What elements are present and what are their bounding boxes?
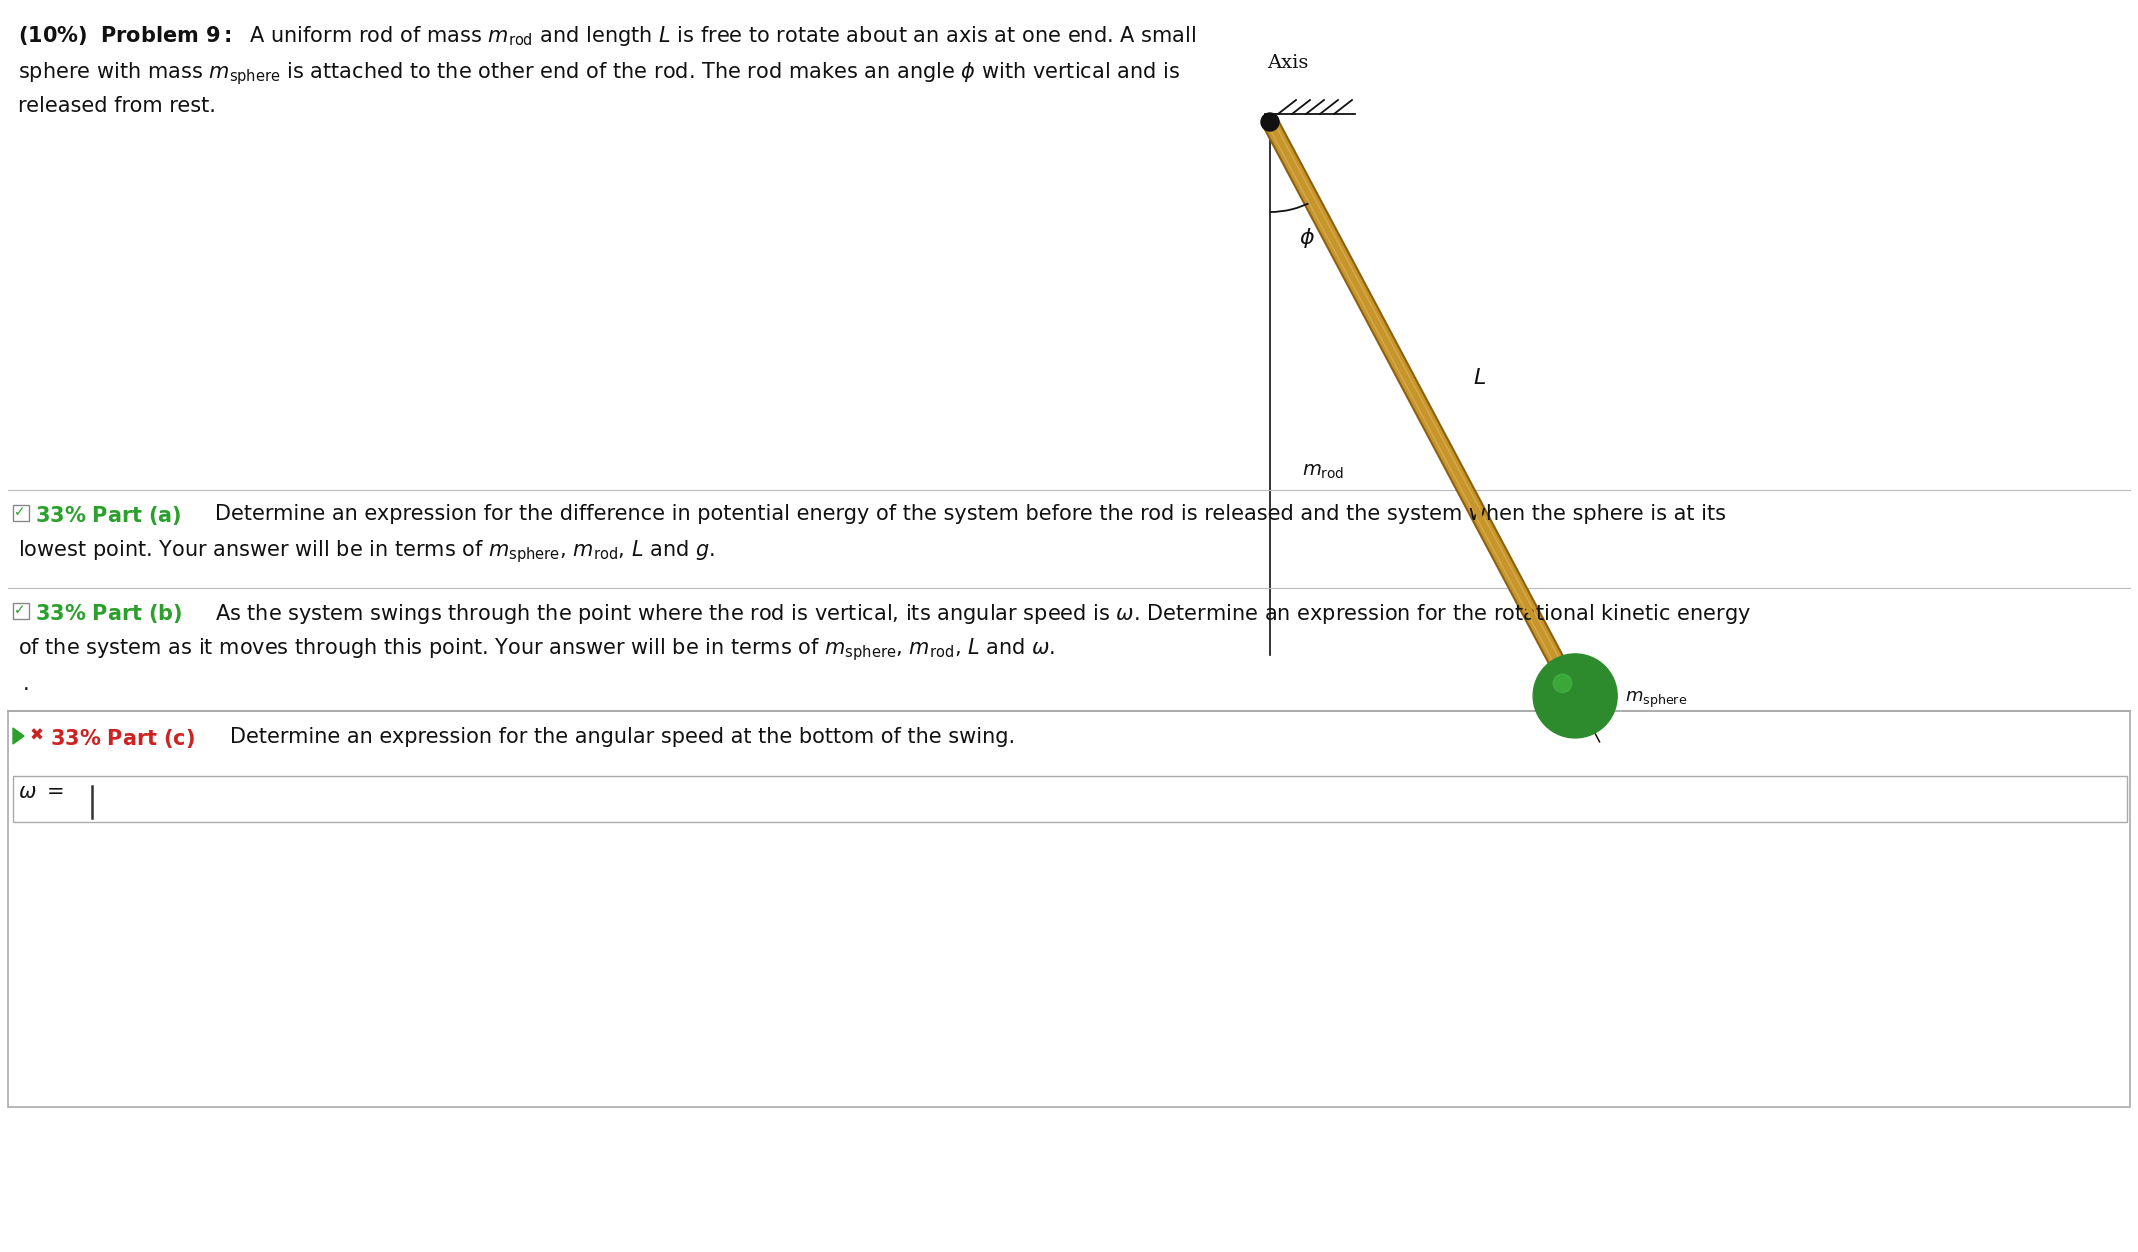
Polygon shape: [13, 727, 24, 744]
Text: $\mathbf{33\%\ Part\ (a)}$: $\mathbf{33\%\ Part\ (a)}$: [34, 505, 182, 527]
Text: $\mathbf{(10\%)}$  $\mathbf{Problem\ 9:}$  A uniform rod of mass $m_\mathrm{rod}: $\mathbf{(10\%)}$ $\mathbf{Problem\ 9:}$…: [17, 24, 1197, 48]
Text: $\phi$: $\phi$: [1300, 227, 1315, 250]
Text: released from rest.: released from rest.: [17, 96, 216, 116]
Text: $\omega\ =$: $\omega\ =$: [17, 782, 64, 803]
Circle shape: [1261, 113, 1279, 131]
Text: lowest point. Your answer will be in terms of $m_\mathrm{sphere}$, $m_\mathrm{ro: lowest point. Your answer will be in ter…: [17, 538, 714, 565]
Bar: [13, 505, 30, 521]
Text: $\mathbf{33\%\ Part\ (b)}$: $\mathbf{33\%\ Part\ (b)}$: [34, 602, 182, 625]
Text: $\mathbf{33\%\ Part\ (c)}$: $\mathbf{33\%\ Part\ (c)}$: [49, 727, 195, 750]
FancyBboxPatch shape: [9, 711, 2129, 1107]
Text: ✓: ✓: [15, 603, 26, 617]
Text: $L$: $L$: [1473, 367, 1486, 389]
Text: Axis: Axis: [1268, 54, 1308, 73]
Text: ✖: ✖: [30, 727, 45, 745]
Text: As the system swings through the point where the rod is vertical, its angular sp: As the system swings through the point w…: [216, 602, 1751, 626]
Text: Determine an expression for the angular speed at the bottom of the swing.: Determine an expression for the angular …: [231, 727, 1016, 747]
Circle shape: [1554, 674, 1571, 692]
Text: $m_\mathrm{sphere}$: $m_\mathrm{sphere}$: [1625, 690, 1687, 710]
Text: of the system as it moves through this point. Your answer will be in terms of $m: of the system as it moves through this p…: [17, 636, 1056, 662]
FancyBboxPatch shape: [13, 776, 2127, 823]
Bar: [13, 603, 30, 618]
Text: ✓: ✓: [15, 505, 26, 520]
Text: .: .: [24, 674, 30, 694]
Text: sphere with mass $m_\mathrm{sphere}$ is attached to the other end of the rod. Th: sphere with mass $m_\mathrm{sphere}$ is …: [17, 60, 1180, 86]
Text: $m_\mathrm{rod}$: $m_\mathrm{rod}$: [1302, 462, 1345, 481]
Circle shape: [1533, 654, 1616, 737]
Text: Determine an expression for the difference in potential energy of the system bef: Determine an expression for the differen…: [216, 505, 1725, 525]
